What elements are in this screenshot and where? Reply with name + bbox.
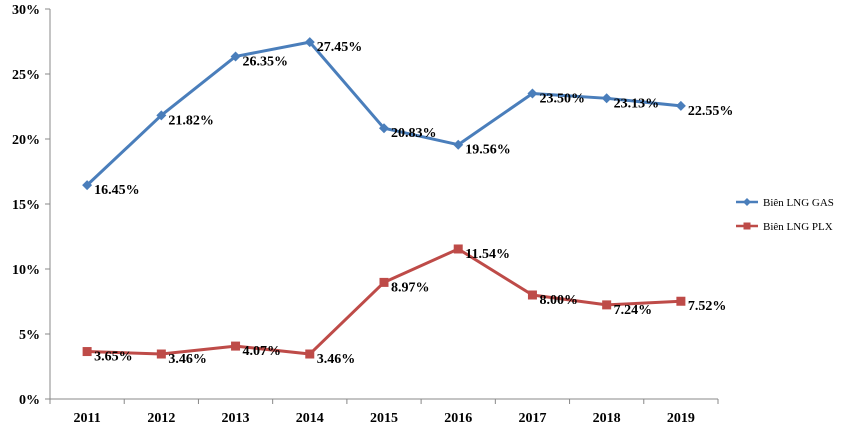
data-point	[82, 347, 92, 357]
data-label: 8.00%	[539, 293, 578, 308]
y-tick-label: 15%	[12, 198, 40, 213]
legend-label: Biên LNG PLX	[763, 221, 833, 233]
data-label: 26.35%	[243, 54, 288, 69]
x-tick-label: 2012	[147, 411, 175, 426]
series-line	[87, 247, 681, 356]
data-label: 3.65%	[94, 350, 133, 365]
legend-marker	[743, 198, 751, 206]
data-label: 19.56%	[465, 143, 511, 158]
data-label: 27.45%	[317, 40, 363, 55]
data-label: 7.24%	[614, 303, 653, 318]
data-label: 23.13%	[614, 96, 660, 111]
x-tick-label: 2019	[667, 411, 695, 426]
data-point	[453, 244, 463, 254]
data-label: 3.46%	[168, 352, 207, 367]
data-point	[379, 123, 389, 134]
data-point	[527, 88, 538, 99]
data-point	[527, 290, 537, 300]
x-axis-ticks: 2011 2012 2013 2014 2015 2016 2017 2018 2019	[49, 399, 719, 426]
x-tick-label: 2018	[593, 411, 621, 426]
legend-marker	[743, 222, 751, 230]
data-label: 7.52%	[688, 299, 727, 314]
data-point	[156, 110, 167, 121]
data-label: 16.45%	[94, 183, 140, 198]
x-tick-label: 2014	[296, 411, 324, 426]
data-label: 23.50%	[539, 92, 585, 107]
data-label: 21.82%	[168, 113, 214, 128]
data-label: 11.54%	[465, 247, 510, 262]
legend: Biên LNG GAS Biên LNG PLX	[736, 197, 834, 233]
data-point	[305, 349, 315, 359]
data-point	[379, 277, 389, 287]
x-tick-label: 2015	[370, 411, 398, 426]
data-label: 4.07%	[243, 344, 281, 359]
data-point	[82, 180, 93, 191]
data-point	[602, 300, 612, 310]
series-1: 16.45% 21.82% 26.35% 27.45% 20.83% 19.56% 23.5…	[82, 37, 733, 198]
y-tick-label: 0%	[19, 393, 40, 408]
data-point	[675, 100, 686, 111]
x-tick-label: 2016	[444, 411, 472, 426]
data-label: 8.97%	[391, 280, 430, 295]
y-tick-label: 30%	[12, 3, 40, 18]
data-label: 22.55%	[688, 104, 734, 119]
series-2: 3.65% 3.46% 4.07% 3.46% 8.97% 11.54% 8.00% 7.24…	[82, 244, 727, 367]
data-point	[453, 139, 464, 150]
data-point	[156, 349, 166, 359]
data-label: 3.46%	[317, 352, 356, 367]
data-point	[230, 51, 241, 62]
x-tick-label: 2017	[518, 411, 546, 426]
axes	[49, 9, 718, 400]
series-group: 16.45% 21.82% 26.35% 27.45% 20.83% 19.56% 23.5…	[82, 37, 733, 367]
data-label: 20.83%	[391, 126, 437, 141]
y-tick-label: 25%	[12, 68, 40, 83]
y-tick-label: 5%	[19, 328, 40, 343]
data-point	[676, 296, 686, 306]
legend-label: Biên LNG GAS	[763, 197, 834, 209]
y-tick-label: 20%	[12, 133, 40, 148]
y-tick-label: 10%	[12, 263, 40, 278]
legend-entry: Biên LNG PLX	[736, 221, 833, 233]
data-point	[231, 341, 241, 351]
data-point	[304, 37, 315, 48]
x-tick-label: 2011	[73, 411, 100, 426]
x-tick-label: 2013	[222, 411, 250, 426]
y-axis-ticks: 0% 5% 10% 15% 20% 25% 30%	[12, 3, 50, 408]
data-point	[601, 93, 612, 104]
legend-entry: Biên LNG GAS	[736, 197, 834, 209]
